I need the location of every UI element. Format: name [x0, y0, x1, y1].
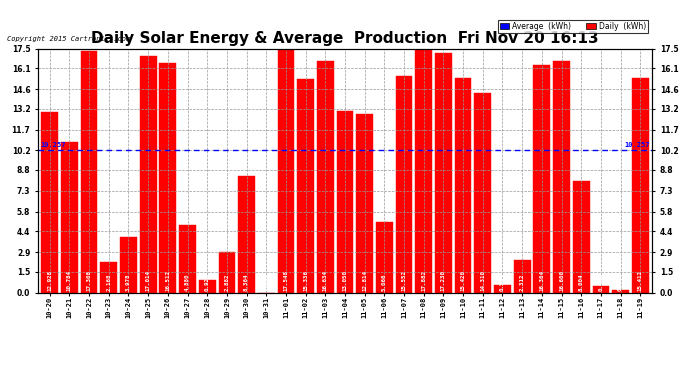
Bar: [494, 285, 511, 292]
Text: 17.014: 17.014: [146, 270, 150, 291]
Bar: [533, 64, 550, 292]
Bar: [41, 112, 58, 292]
Bar: [376, 222, 393, 292]
Bar: [317, 61, 334, 292]
Text: 16.600: 16.600: [559, 270, 564, 291]
Text: 16.634: 16.634: [323, 270, 328, 291]
Text: 8.004: 8.004: [579, 274, 584, 291]
Legend: Average  (kWh), Daily  (kWh): Average (kWh), Daily (kWh): [497, 20, 648, 33]
Text: 3.978: 3.978: [126, 274, 131, 291]
Bar: [179, 225, 196, 292]
Text: 17.548: 17.548: [284, 270, 288, 291]
Text: 12.928: 12.928: [47, 270, 52, 291]
Bar: [395, 76, 413, 292]
Text: 2.168: 2.168: [106, 274, 111, 291]
Bar: [337, 111, 353, 292]
Text: 12.814: 12.814: [362, 270, 367, 291]
Bar: [415, 44, 432, 292]
Text: 10.257: 10.257: [624, 141, 650, 147]
Bar: [277, 48, 295, 292]
Bar: [140, 56, 157, 292]
Bar: [238, 176, 255, 292]
Bar: [435, 53, 452, 292]
Text: 2.882: 2.882: [224, 274, 229, 291]
Text: 16.512: 16.512: [166, 270, 170, 291]
Bar: [612, 290, 629, 292]
Text: 10.784: 10.784: [67, 270, 72, 291]
Text: 13.050: 13.050: [342, 270, 348, 291]
Bar: [553, 61, 570, 292]
Text: 15.420: 15.420: [461, 270, 466, 291]
Text: 0.922: 0.922: [205, 274, 210, 291]
Bar: [514, 260, 531, 292]
Text: 17.882: 17.882: [421, 270, 426, 291]
Bar: [219, 252, 235, 292]
Bar: [120, 237, 137, 292]
Text: 15.412: 15.412: [638, 270, 643, 291]
Bar: [455, 78, 471, 292]
Text: 0.200: 0.200: [618, 274, 623, 291]
Bar: [475, 93, 491, 292]
Text: 15.552: 15.552: [402, 270, 406, 291]
Title: Daily Solar Energy & Average  Production  Fri Nov 20 16:13: Daily Solar Energy & Average Production …: [91, 31, 599, 46]
Bar: [356, 114, 373, 292]
Bar: [632, 78, 649, 292]
Bar: [593, 286, 609, 292]
Text: 15.336: 15.336: [303, 270, 308, 291]
Text: 4.880: 4.880: [185, 274, 190, 291]
Text: 17.308: 17.308: [87, 270, 92, 291]
Bar: [61, 142, 78, 292]
Text: 0.000: 0.000: [264, 274, 269, 291]
Text: Copyright 2015 Cartronics.com: Copyright 2015 Cartronics.com: [7, 36, 130, 42]
Text: 10.257: 10.257: [40, 141, 66, 147]
Text: 0.452: 0.452: [598, 274, 603, 291]
Bar: [101, 262, 117, 292]
Text: 14.310: 14.310: [480, 270, 485, 291]
Bar: [199, 280, 215, 292]
Text: 16.364: 16.364: [540, 270, 544, 291]
Bar: [81, 51, 97, 292]
Text: 17.230: 17.230: [441, 270, 446, 291]
Bar: [159, 63, 176, 292]
Text: 5.066: 5.066: [382, 274, 387, 291]
Bar: [573, 181, 589, 292]
Bar: [297, 79, 314, 292]
Text: 8.364: 8.364: [244, 274, 249, 291]
Text: 2.312: 2.312: [520, 274, 524, 291]
Text: 0.534: 0.534: [500, 274, 505, 291]
